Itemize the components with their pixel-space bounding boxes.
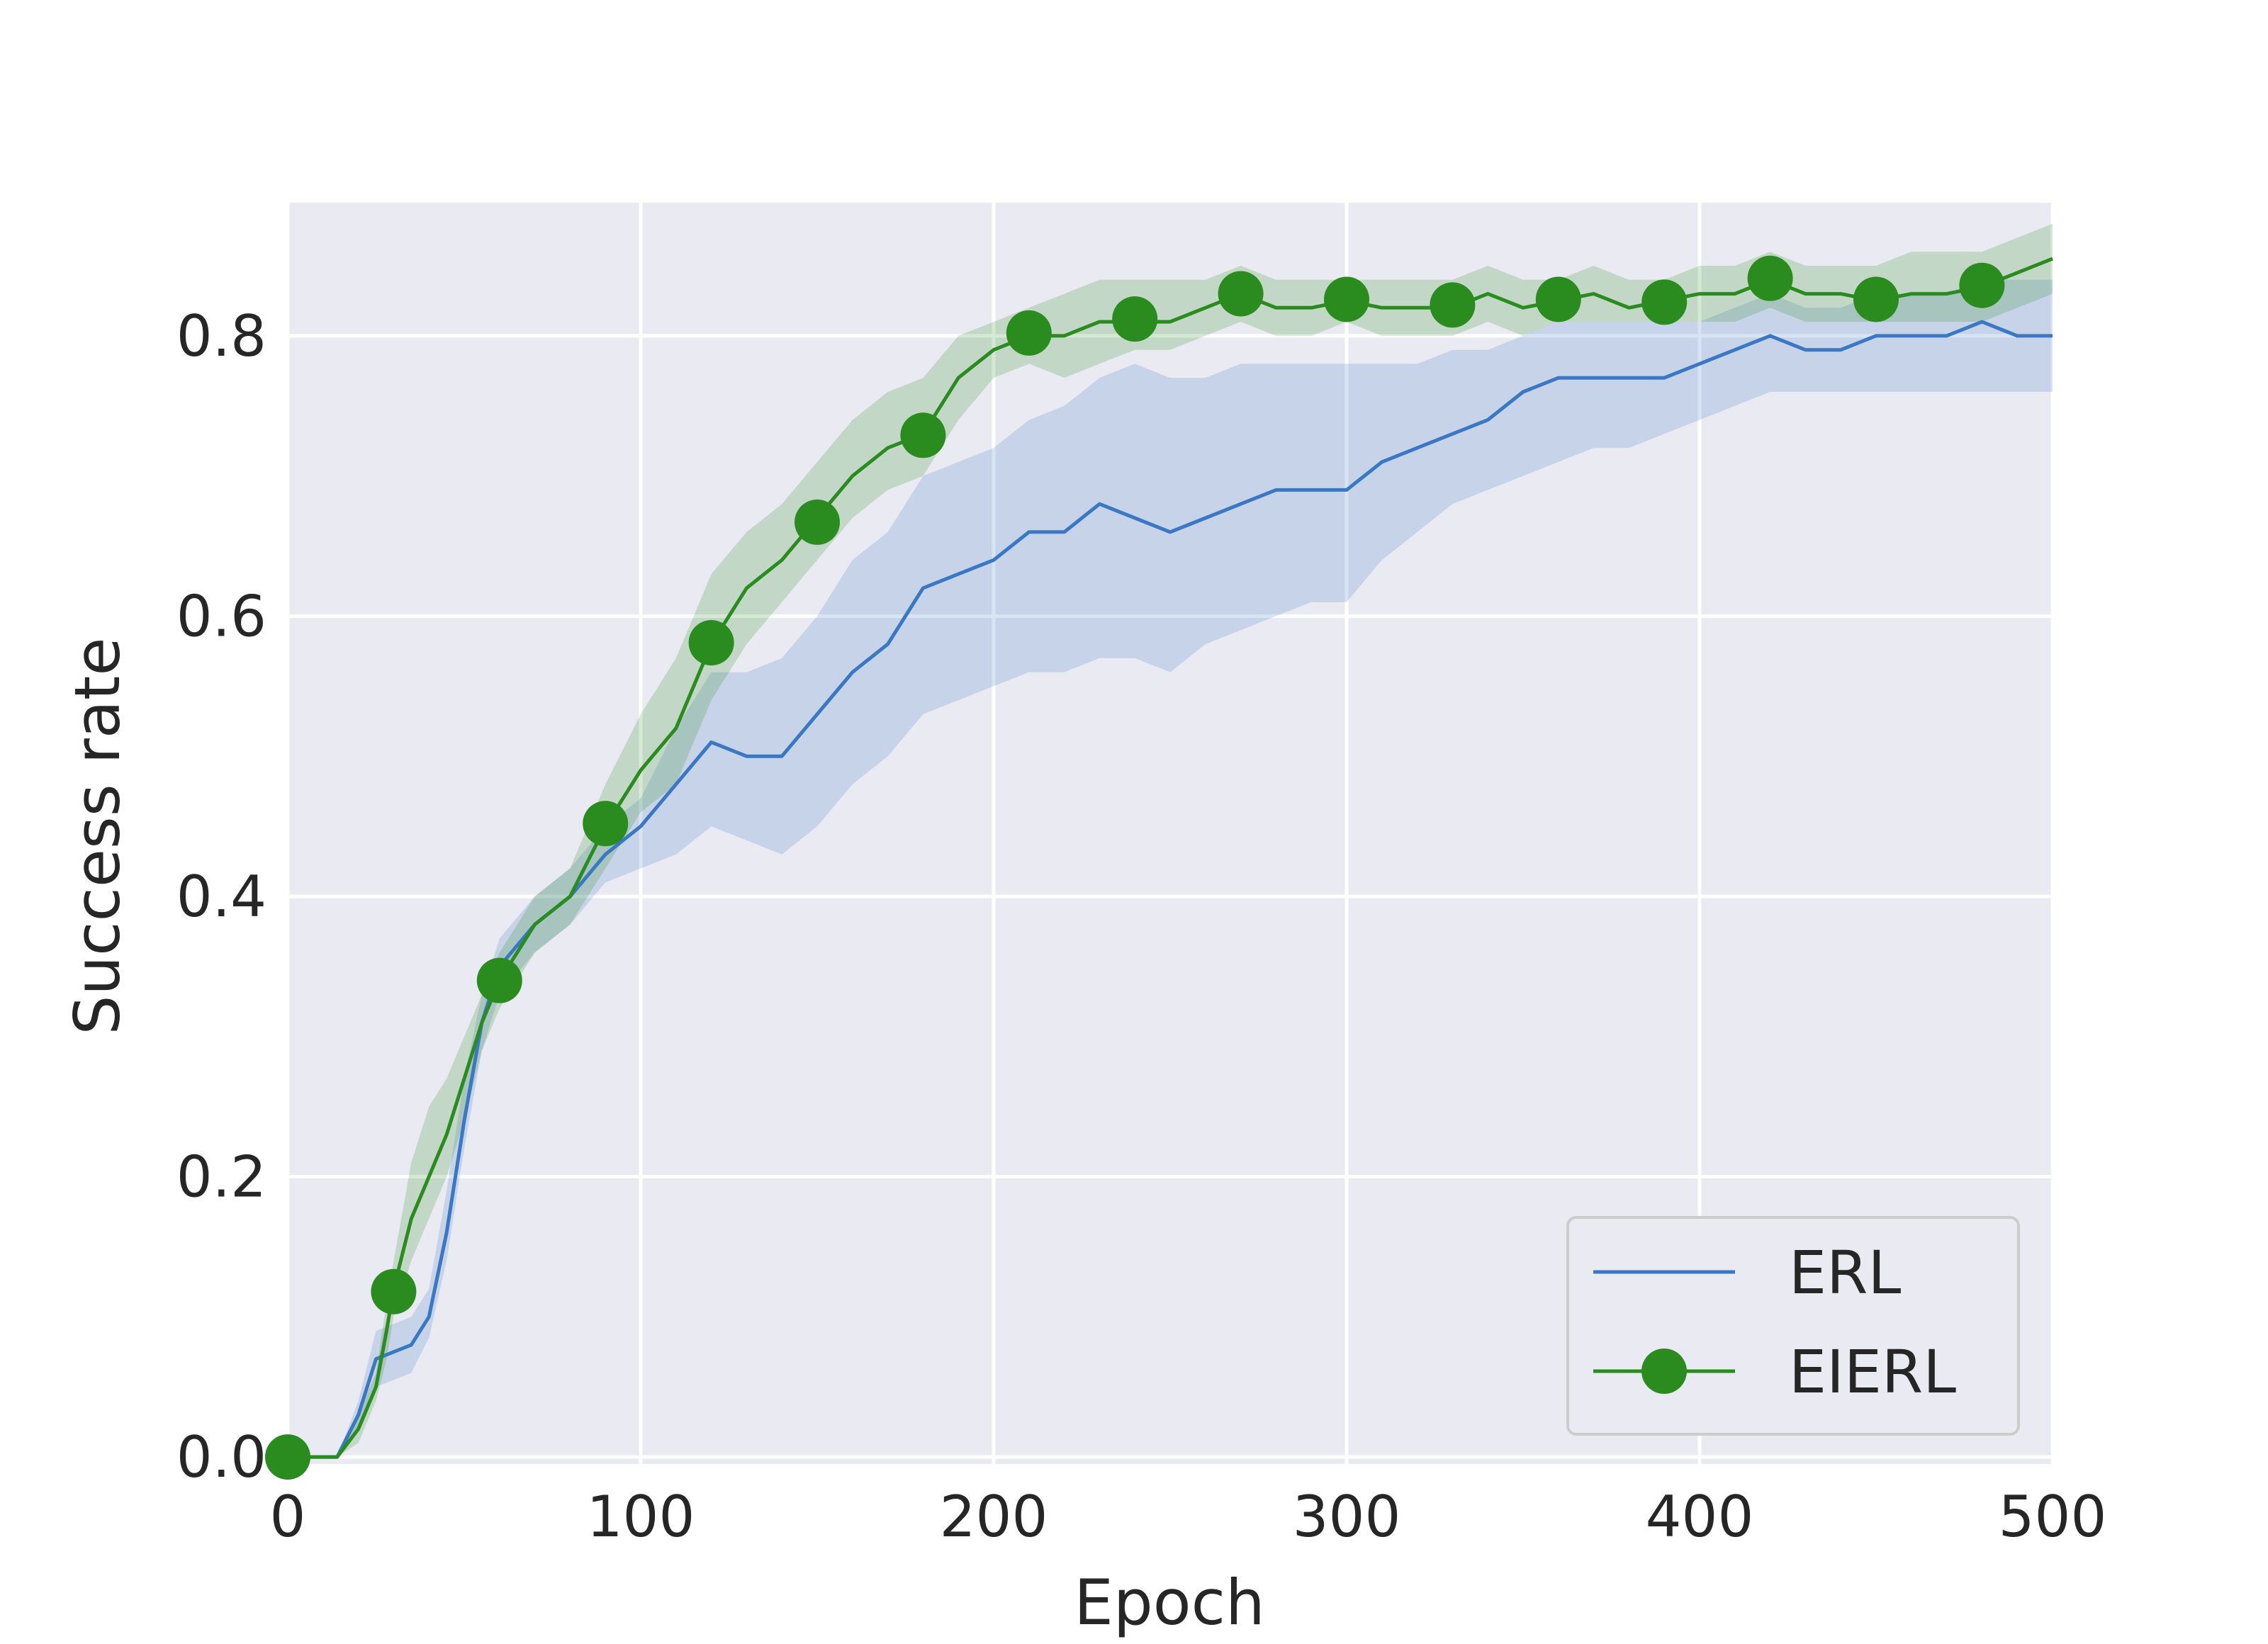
data-point-eierl (1959, 262, 2005, 308)
data-point-eierl (688, 620, 734, 666)
data-point-eierl (900, 412, 946, 458)
series-line-eierl (288, 257, 2053, 1459)
confidence-band-erl (288, 279, 2053, 1458)
x-tick-label: 200 (940, 1484, 1048, 1550)
data-point-eierl (583, 801, 629, 847)
x-axis-label: Epoch (1074, 1566, 1264, 1639)
data-point-eierl (1747, 255, 1793, 301)
data-point-eierl (1324, 276, 1369, 322)
series-lines (288, 257, 2053, 1459)
data-point-eierl (1853, 276, 1899, 322)
data-point-eierl (371, 1268, 417, 1314)
x-tick-label: 100 (587, 1484, 695, 1550)
legend-eierl-label: EIERL (1789, 1337, 1956, 1407)
x-tick-label: 400 (1646, 1484, 1754, 1550)
data-point-eierl (1112, 296, 1158, 342)
x-tick-label: 500 (1999, 1484, 2107, 1550)
data-point-eierl (476, 957, 522, 1003)
legend-eierl-marker (1641, 1349, 1687, 1394)
legend-erl-label: ERL (1789, 1238, 1901, 1307)
y-tick-label: 0.0 (176, 1424, 266, 1490)
legend: ERL EIERL (1566, 1216, 2020, 1436)
data-point-eierl (795, 499, 840, 545)
confidence-bands (288, 223, 2053, 1458)
y-tick-label: 0.6 (176, 583, 266, 649)
x-tick-label: 300 (1293, 1484, 1401, 1550)
grid-lines (286, 203, 2055, 1464)
x-tick-label: 0 (270, 1484, 306, 1550)
y-tick-label: 0.4 (176, 864, 266, 930)
y-axis-label: Success rate (61, 638, 134, 1035)
data-point-eierl (1641, 279, 1688, 325)
y-tick-label: 0.8 (176, 303, 266, 369)
data-point-eierl (1535, 276, 1581, 322)
data-point-eierl (265, 1434, 310, 1480)
series-markers (265, 255, 2005, 1480)
data-point-eierl (1430, 282, 1476, 328)
data-point-eierl (1218, 271, 1264, 317)
tick-labels: 0 100 200 300 400 500 0.0 0.2 0.4 0.6 0.8 (176, 303, 2107, 1550)
y-tick-label: 0.2 (176, 1144, 266, 1210)
data-point-eierl (1006, 310, 1052, 356)
